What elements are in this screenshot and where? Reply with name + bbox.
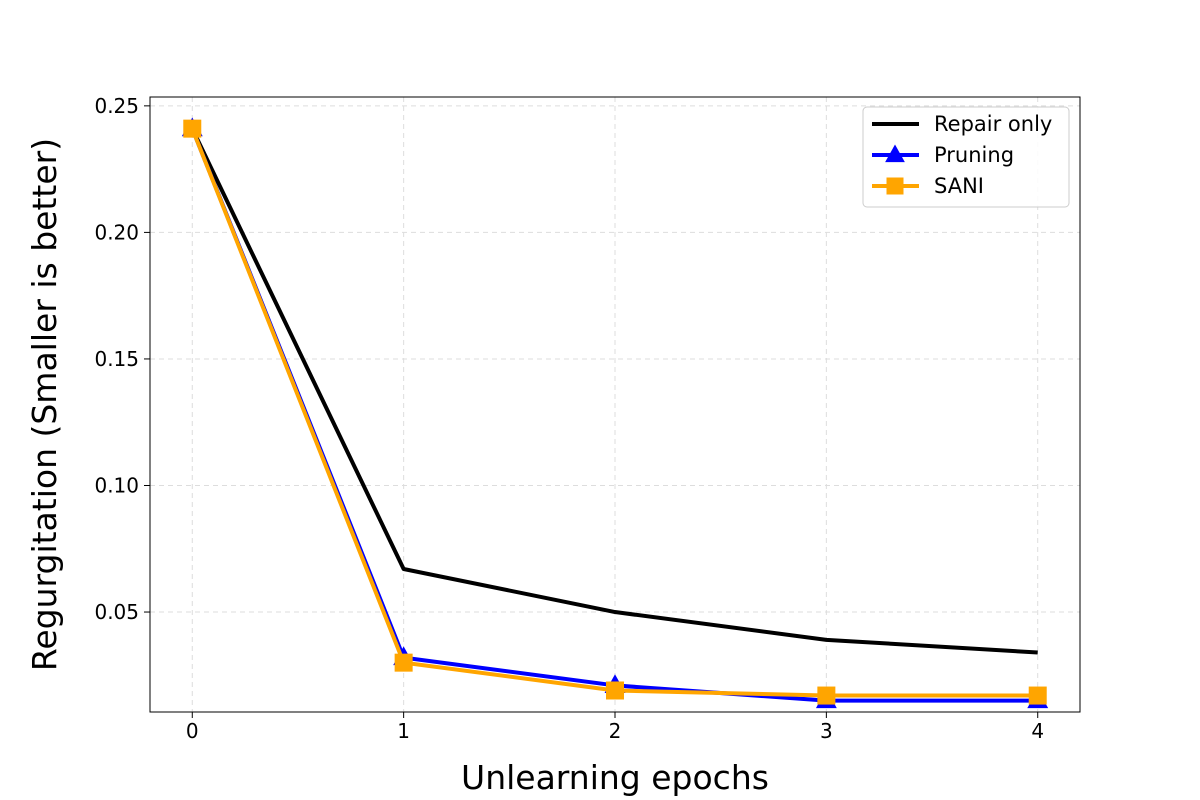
x-tick-label: 4 xyxy=(1031,719,1044,743)
y-tick-label: 0.15 xyxy=(94,347,139,371)
legend-item: SANI xyxy=(872,174,984,198)
y-tick-label: 0.05 xyxy=(94,600,139,624)
series-line xyxy=(190,127,1038,655)
legend-item: Pruning xyxy=(872,143,1014,167)
series-repair-only xyxy=(190,127,1038,655)
legend-marker xyxy=(885,144,905,163)
legend-box xyxy=(862,106,1070,208)
legend-item: Repair only xyxy=(872,112,1052,136)
data-point xyxy=(394,653,413,672)
x-axis-label: Unlearning epochs xyxy=(461,758,769,797)
y-axis-label: Regurgitation (Smaller is better) xyxy=(25,138,64,671)
data-point xyxy=(817,686,836,705)
data-point xyxy=(183,119,202,138)
x-tick-label: 0 xyxy=(186,719,199,743)
x-tick-label: 3 xyxy=(820,719,833,743)
data-point xyxy=(606,681,624,700)
legend-label: Repair only xyxy=(934,112,1052,136)
legend-marker xyxy=(886,177,904,195)
x-tick-label: 2 xyxy=(609,719,622,743)
grid xyxy=(150,97,1080,712)
legend-label: SANI xyxy=(934,174,984,198)
x-tick-label: 1 xyxy=(397,719,410,743)
data-point xyxy=(1028,686,1047,705)
series-layer xyxy=(181,117,1049,709)
y-tick-label: 0.10 xyxy=(94,473,139,497)
legend: Repair only Pruning SANI xyxy=(862,106,1070,208)
y-tick-label: 0.20 xyxy=(94,220,139,244)
axis-ticks: 0 1 2 3 4 0.05 0.10 0.15 0.20 0.25 xyxy=(94,94,1044,743)
y-tick-label: 0.25 xyxy=(94,94,139,118)
series-sani xyxy=(183,119,1047,705)
legend-label: Pruning xyxy=(934,143,1014,167)
